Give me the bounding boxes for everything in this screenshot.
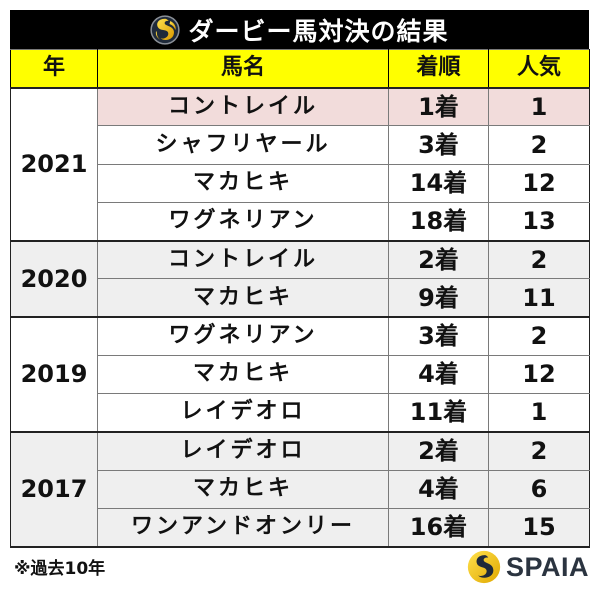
- popularity-cell: 12: [488, 163, 590, 203]
- popularity-cell: 2: [488, 316, 590, 356]
- header-horse: 馬名: [97, 49, 389, 88]
- popularity-cell: 6: [488, 469, 590, 509]
- year-group-2017: 2017 レイデオロ 2着 2 マカヒキ 4着 6 ワンアンドオンリー 16着 …: [10, 431, 590, 548]
- horse-cell: コントレイル: [97, 239, 389, 280]
- table-row: ワンアンドオンリー 16着 15: [11, 507, 590, 548]
- table-row: マカヒキ 14着 12: [11, 163, 590, 203]
- popularity-cell: 13: [488, 201, 590, 242]
- table-row: 2021 コントレイル 1着 1: [10, 86, 590, 241]
- horse-cell: ワグネリアン: [97, 201, 389, 242]
- finish-cell: 3着: [388, 125, 489, 165]
- horse-cell: マカヒキ: [97, 278, 389, 318]
- year-cell: 2017: [10, 431, 98, 547]
- table-row: マカヒキ 9着 11: [11, 278, 590, 318]
- table-row: ワグネリアン 18着 13: [11, 201, 590, 242]
- header-finish: 着順: [388, 49, 489, 88]
- popularity-cell: 1: [488, 86, 590, 127]
- year-cell: 2021: [10, 87, 98, 241]
- results-card: ダービー馬対決の結果 年 馬名 着順 人気 2021 コントレイル 1着 1 シ…: [10, 10, 590, 548]
- horse-cell: マカヒキ: [97, 469, 389, 509]
- horse-cell: コントレイル: [97, 86, 389, 127]
- footnote: ※過去10年: [14, 559, 106, 579]
- finish-cell: 3着: [388, 316, 489, 356]
- finish-cell: 2着: [388, 431, 489, 471]
- finish-cell: 16着: [388, 507, 489, 548]
- finish-cell: 4着: [388, 354, 489, 395]
- table-row: 2019 ワグネリアン 3着 2: [10, 316, 590, 433]
- horse-cell: マカヒキ: [97, 163, 389, 203]
- popularity-cell: 15: [488, 507, 590, 548]
- year-group-2020: 2020 コントレイル 2着 2 マカヒキ 9着 11: [10, 239, 590, 318]
- finish-cell: 9着: [388, 278, 489, 318]
- finish-cell: 2着: [388, 239, 489, 280]
- finish-cell: 11着: [388, 392, 489, 433]
- derby-results-table: 年 馬名 着順 人気 2021 コントレイル 1着 1 シャフリヤール 3着 2…: [10, 49, 590, 548]
- year-cell: 2019: [10, 316, 98, 433]
- finish-cell: 4着: [388, 469, 489, 509]
- popularity-cell: 12: [488, 354, 590, 395]
- table-header-row: 年 馬名 着順 人気: [10, 49, 590, 88]
- table-row: 2017 レイデオロ 2着 2: [10, 431, 590, 547]
- horse-cell: シャフリヤール: [97, 125, 389, 165]
- title-bar: ダービー馬対決の結果: [10, 10, 589, 49]
- popularity-cell: 2: [488, 239, 590, 280]
- table-row: マカヒキ 4着 6: [11, 469, 590, 509]
- horse-cell: マカヒキ: [97, 354, 389, 395]
- popularity-cell: 1: [488, 392, 590, 433]
- finish-cell: 14着: [388, 163, 489, 203]
- table-row: マカヒキ 4着 12: [11, 354, 590, 395]
- popularity-cell: 2: [488, 125, 590, 165]
- table-row: レイデオロ 11着 1: [11, 392, 590, 433]
- popularity-cell: 2: [488, 431, 590, 471]
- header-year: 年: [10, 49, 98, 88]
- horse-cell: ワンアンドオンリー: [97, 507, 389, 548]
- table-row: 2020 コントレイル 2着 2: [10, 239, 590, 318]
- horse-cell: レイデオロ: [97, 431, 389, 471]
- table-row: シャフリヤール 3着 2: [11, 125, 590, 165]
- year-group-2021: 2021 コントレイル 1着 1 シャフリヤール 3着 2 マカヒキ 14着 1…: [10, 86, 590, 242]
- popularity-cell: 11: [488, 278, 590, 318]
- page-title: ダービー馬対決の結果: [188, 16, 449, 46]
- finish-cell: 18着: [388, 201, 489, 242]
- year-cell: 2020: [10, 240, 98, 318]
- finish-cell: 1着: [388, 86, 489, 127]
- header-popularity: 人気: [488, 49, 590, 88]
- footer: ※過去10年 SPAIA: [10, 548, 589, 588]
- horse-cell: レイデオロ: [97, 392, 389, 433]
- brand-name: SPAIA: [505, 551, 589, 582]
- horse-cell: ワグネリアン: [97, 316, 389, 356]
- spaia-logo-icon: [150, 14, 181, 45]
- brand-logo: SPAIA: [467, 550, 589, 584]
- year-group-2019: 2019 ワグネリアン 3着 2 マカヒキ 4着 12 レイデオロ 11着 1: [10, 316, 590, 433]
- spaia-logo-icon: [467, 550, 501, 584]
